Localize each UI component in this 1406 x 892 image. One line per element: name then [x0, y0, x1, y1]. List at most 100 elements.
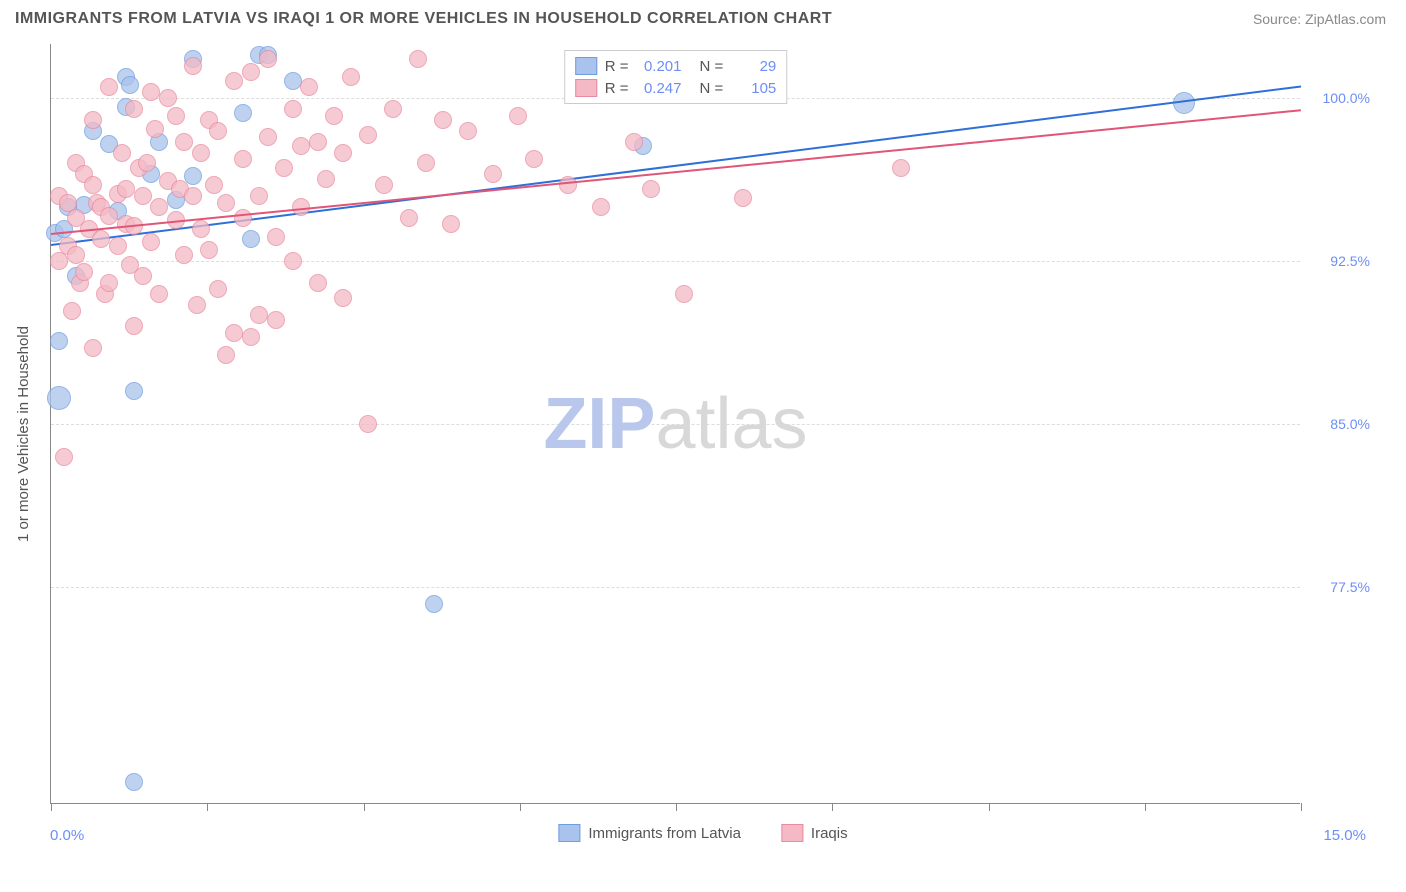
data-point — [146, 120, 164, 138]
data-point — [217, 194, 235, 212]
data-point — [675, 285, 693, 303]
legend-stat-row: R =0.201N =29 — [575, 55, 777, 77]
data-point — [234, 209, 252, 227]
data-point — [325, 107, 343, 125]
data-point — [142, 233, 160, 251]
data-point — [138, 154, 156, 172]
data-point — [309, 274, 327, 292]
data-point — [134, 187, 152, 205]
data-point — [184, 57, 202, 75]
data-point — [275, 159, 293, 177]
data-point — [134, 267, 152, 285]
data-point — [267, 228, 285, 246]
legend-swatch — [575, 79, 597, 97]
data-point — [109, 237, 127, 255]
data-point — [242, 63, 260, 81]
y-tick-label: 77.5% — [1310, 579, 1370, 595]
data-point — [167, 107, 185, 125]
data-point — [259, 128, 277, 146]
data-point — [55, 448, 73, 466]
data-point — [225, 72, 243, 90]
x-tick — [832, 803, 833, 811]
y-tick-label: 100.0% — [1310, 90, 1370, 106]
data-point — [117, 180, 135, 198]
chart-container: 1 or more Vehicles in Household ZIPatlas… — [0, 34, 1406, 854]
data-point — [92, 230, 110, 248]
data-point — [425, 595, 443, 613]
data-point — [125, 317, 143, 335]
data-point — [892, 159, 910, 177]
data-point — [125, 773, 143, 791]
x-tick — [1301, 803, 1302, 811]
legend-swatch — [558, 824, 580, 842]
data-point — [75, 263, 93, 281]
data-point — [334, 289, 352, 307]
chart-header: IMMIGRANTS FROM LATVIA VS IRAQI 1 OR MOR… — [0, 0, 1406, 34]
data-point — [300, 78, 318, 96]
data-point — [359, 126, 377, 144]
legend-swatch — [575, 57, 597, 75]
x-tick — [989, 803, 990, 811]
gridline — [51, 261, 1300, 262]
data-point — [559, 176, 577, 194]
data-point — [192, 144, 210, 162]
data-point — [292, 137, 310, 155]
data-point — [84, 339, 102, 357]
data-point — [192, 220, 210, 238]
legend-label: Immigrants from Latvia — [588, 825, 741, 842]
data-point — [284, 100, 302, 118]
data-point — [234, 150, 252, 168]
data-point — [67, 246, 85, 264]
data-point — [642, 180, 660, 198]
legend-item: Iraqis — [781, 824, 848, 842]
data-point — [417, 154, 435, 172]
r-label: R = — [605, 80, 629, 97]
data-point — [384, 100, 402, 118]
n-label: N = — [700, 80, 724, 97]
data-point — [209, 280, 227, 298]
r-value: 0.201 — [637, 58, 682, 75]
data-point — [309, 133, 327, 151]
data-point — [434, 111, 452, 129]
data-point — [125, 382, 143, 400]
data-point — [359, 415, 377, 433]
data-point — [625, 133, 643, 151]
gridline — [51, 587, 1300, 588]
data-point — [592, 198, 610, 216]
data-point — [121, 76, 139, 94]
data-point — [375, 176, 393, 194]
x-tick — [207, 803, 208, 811]
data-point — [100, 274, 118, 292]
data-point — [142, 83, 160, 101]
source-attribution: Source: ZipAtlas.com — [1253, 11, 1386, 27]
y-axis-label: 1 or more Vehicles in Household — [15, 326, 32, 542]
data-point — [317, 170, 335, 188]
data-point — [250, 187, 268, 205]
y-tick-label: 92.5% — [1310, 253, 1370, 269]
data-point — [225, 324, 243, 342]
legend-stats-box: R =0.201N =29R =0.247N =105 — [564, 50, 788, 104]
data-point — [267, 311, 285, 329]
legend-item: Immigrants from Latvia — [558, 824, 741, 842]
data-point — [50, 332, 68, 350]
data-point — [84, 111, 102, 129]
data-point — [100, 78, 118, 96]
data-point — [400, 209, 418, 227]
data-point — [205, 176, 223, 194]
x-axis-min-label: 0.0% — [50, 827, 84, 844]
data-point — [484, 165, 502, 183]
data-point — [459, 122, 477, 140]
data-point — [284, 72, 302, 90]
x-tick — [1145, 803, 1146, 811]
trend-line — [51, 109, 1301, 235]
data-point — [250, 306, 268, 324]
x-tick — [51, 803, 52, 811]
gridline — [51, 424, 1300, 425]
legend-stat-row: R =0.247N =105 — [575, 77, 777, 99]
data-point — [84, 176, 102, 194]
data-point — [242, 230, 260, 248]
data-point — [209, 122, 227, 140]
legend-swatch — [781, 824, 803, 842]
data-point — [113, 144, 131, 162]
data-point — [442, 215, 460, 233]
